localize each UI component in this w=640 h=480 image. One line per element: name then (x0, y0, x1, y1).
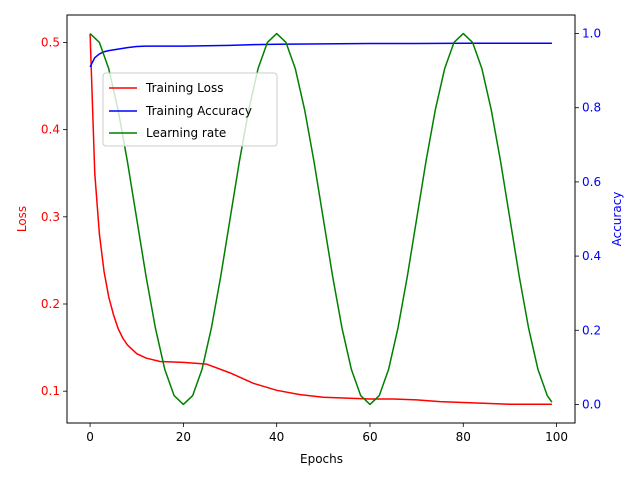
legend: Training Loss Training Accuracy Learning… (102, 72, 278, 147)
right-axis-label: Accuracy (610, 192, 624, 247)
legend-label-training-loss: Training Loss (145, 81, 223, 95)
x-tick-label: 100 (545, 430, 568, 444)
left-tick-label: 0.1 (41, 384, 60, 398)
right-tick-label: 0.0 (582, 397, 601, 411)
plot-frame (66, 14, 576, 424)
legend-label-training-accuracy: Training Accuracy (145, 104, 252, 118)
x-tick-label: 60 (362, 430, 377, 444)
left-tick-label: 0.2 (41, 297, 60, 311)
x-axis-ticks: 0 20 40 60 80 100 (86, 423, 568, 444)
left-axis-label: Loss (15, 206, 29, 232)
right-axis-ticks: 0.0 0.2 0.4 0.6 0.8 1.0 (575, 27, 601, 411)
x-tick-label: 80 (456, 430, 471, 444)
series-line-loss (89, 33, 552, 406)
legend-box (102, 72, 278, 147)
right-tick-label: 0.6 (582, 175, 601, 189)
left-axis-ticks: 0.1 0.2 0.3 0.4 0.5 (41, 35, 67, 398)
series-line-accuracy (89, 42, 552, 68)
right-tick-label: 0.2 (582, 323, 601, 337)
legend-label-learning-rate: Learning rate (146, 126, 226, 140)
x-axis-label: Epochs (300, 452, 343, 466)
x-tick-label: 20 (176, 430, 191, 444)
right-tick-label: 1.0 (582, 27, 601, 41)
series-layer (89, 32, 553, 406)
left-tick-label: 0.5 (41, 35, 60, 49)
right-tick-label: 0.8 (582, 101, 601, 115)
left-tick-label: 0.3 (41, 210, 60, 224)
x-tick-label: 40 (269, 430, 284, 444)
right-tick-label: 0.4 (582, 249, 601, 263)
x-tick-label: 0 (86, 430, 94, 444)
left-tick-label: 0.4 (41, 123, 60, 137)
series-line-lr (89, 32, 553, 406)
